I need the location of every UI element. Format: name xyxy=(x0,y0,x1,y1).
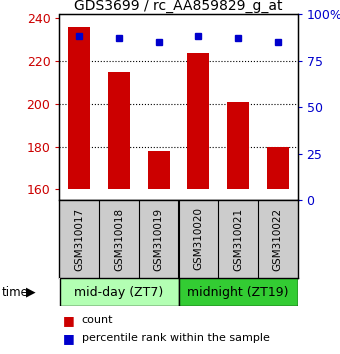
Text: ■: ■ xyxy=(63,332,75,344)
Text: GSM310017: GSM310017 xyxy=(74,207,84,270)
Text: GSM310022: GSM310022 xyxy=(273,207,283,270)
Text: GSM310018: GSM310018 xyxy=(114,207,124,270)
Text: count: count xyxy=(82,315,113,325)
Bar xyxy=(187,53,209,189)
Text: mid-day (ZT7): mid-day (ZT7) xyxy=(74,286,164,298)
Bar xyxy=(59,279,178,306)
Text: GSM310020: GSM310020 xyxy=(193,207,203,270)
Text: time: time xyxy=(2,286,29,298)
Text: ■: ■ xyxy=(63,314,75,327)
Bar xyxy=(267,147,289,189)
Bar xyxy=(108,72,130,189)
Text: midnight (ZT19): midnight (ZT19) xyxy=(187,286,289,298)
Bar xyxy=(178,279,298,306)
Bar xyxy=(148,151,170,189)
Text: GSM310019: GSM310019 xyxy=(154,207,164,270)
Text: ▶: ▶ xyxy=(26,286,35,298)
Text: percentile rank within the sample: percentile rank within the sample xyxy=(82,333,270,343)
Title: GDS3699 / rc_AA859829_g_at: GDS3699 / rc_AA859829_g_at xyxy=(74,0,283,13)
Bar xyxy=(68,27,90,189)
Text: GSM310021: GSM310021 xyxy=(233,207,243,270)
Bar xyxy=(227,102,249,189)
